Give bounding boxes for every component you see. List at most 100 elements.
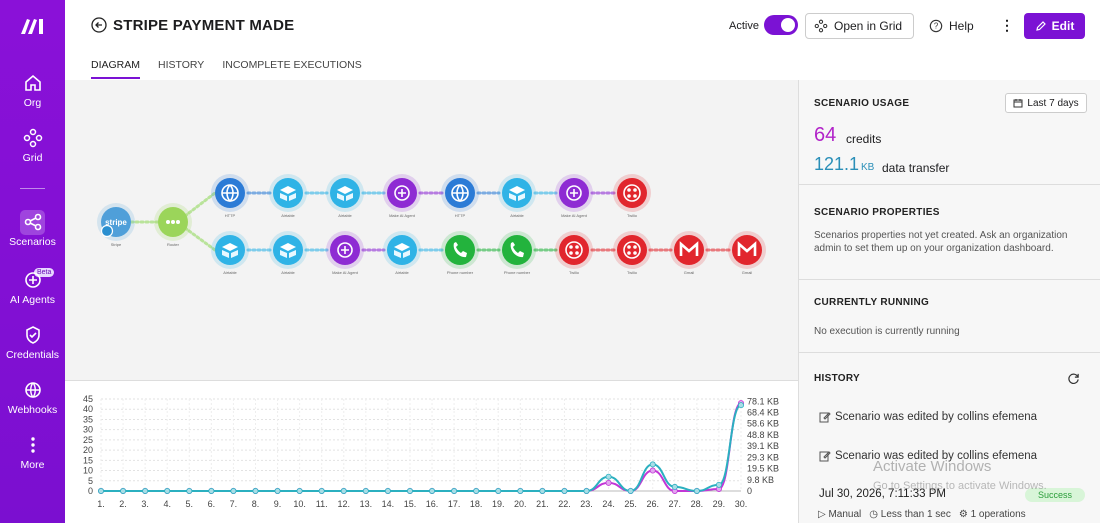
rail-item-credentials[interactable]: Credentials	[0, 325, 65, 361]
open-in-grid-button[interactable]: Open in Grid	[805, 13, 914, 39]
header: STRIPE PAYMENT MADE Active Open in Grid …	[65, 0, 1100, 80]
rail-item-grid[interactable]: Grid	[0, 128, 65, 164]
active-toggle[interactable]	[764, 15, 798, 35]
transfer-value: 121.1	[814, 154, 860, 174]
y2-tick-label: 39.1 KB	[747, 441, 779, 451]
rail-active-indicator	[20, 210, 45, 235]
rail-item-ai-agents[interactable]: AI Agents	[0, 270, 65, 306]
open-in-grid-label: Open in Grid	[834, 19, 903, 33]
rail-item-more[interactable]: More	[0, 435, 65, 471]
module-node[interactable]: Airtable	[269, 174, 307, 218]
data-point	[164, 488, 171, 495]
x-tick-label: 26.	[646, 499, 659, 509]
stripe-logo-icon: stripe	[105, 218, 127, 227]
scenario-usage-section: SCENARIO USAGE Last 7 days 64 credits 12…	[799, 80, 1100, 185]
properties-text: Scenarios properties not yet created. As…	[814, 230, 1068, 254]
history-item[interactable]: Scenario was edited by collins efemena	[819, 411, 1037, 423]
module-node[interactable]: HTTP	[441, 174, 479, 218]
page-title: STRIPE PAYMENT MADE	[113, 17, 295, 34]
tab-incomplete-executions[interactable]: INCOMPLETE EXECUTIONS	[222, 59, 362, 71]
x-tick-label: 1.	[97, 499, 105, 509]
module-node[interactable]: Airtable	[326, 174, 364, 218]
scenario-canvas[interactable]: stripe Stripe Router HTTP Airtable Airtable Ma…	[65, 80, 798, 380]
data-point	[406, 488, 413, 495]
scenario-properties-section: SCENARIO PROPERTIES Scenarios properties…	[799, 185, 1100, 280]
router-dot	[171, 220, 175, 224]
data-point	[318, 488, 325, 495]
refresh-icon[interactable]	[1067, 372, 1080, 385]
data-point	[605, 479, 612, 486]
data-point	[583, 488, 590, 495]
module-node[interactable]: Gmail	[728, 231, 766, 275]
x-tick-label: 24.	[602, 499, 615, 509]
module-node[interactable]: Airtable	[211, 231, 249, 275]
help-button[interactable]: ? Help	[929, 19, 974, 33]
rail-label-scenarios: Scenarios	[9, 236, 56, 248]
node-label: Make AI Agent	[561, 213, 588, 218]
toggle-knob	[781, 18, 795, 32]
edit-icon	[819, 412, 831, 423]
rail-item-scenarios[interactable]: Scenarios	[0, 212, 65, 248]
module-node[interactable]: Phone number	[441, 231, 479, 275]
svg-text:?: ?	[934, 22, 939, 31]
module-node[interactable]: HTTP	[211, 174, 249, 218]
data-point	[98, 488, 105, 495]
active-label: Active	[729, 20, 759, 32]
duration: ◷ Less than 1 sec	[869, 509, 951, 520]
history-timestamp: Jul 30, 2026, 7:11:33 PM	[819, 488, 947, 500]
node-circle	[617, 178, 647, 208]
data-point	[120, 488, 127, 495]
x-tick-label: 25.	[624, 499, 637, 509]
tab-history[interactable]: HISTORY	[158, 59, 205, 71]
module-node[interactable]: Phone number	[498, 231, 536, 275]
x-tick-label: 2.	[119, 499, 127, 509]
rail-label-ai-agents: AI Agents	[10, 294, 55, 306]
node-label: Phone number	[447, 270, 474, 275]
y-tick-label: 30	[83, 425, 93, 435]
data-point	[605, 473, 612, 480]
module-node[interactable]: Make AI Agent	[383, 174, 421, 218]
date-range-label: Last 7 days	[1027, 97, 1079, 109]
edit-button[interactable]: Edit	[1024, 13, 1085, 39]
more-options-icon[interactable]: ⋮	[1000, 17, 1014, 33]
data-point	[252, 488, 259, 495]
help-label: Help	[949, 19, 974, 33]
data-point	[340, 488, 347, 495]
y-tick-label: 45	[83, 394, 93, 404]
make-logo-icon[interactable]	[19, 16, 47, 36]
grid-icon	[814, 19, 828, 33]
y-tick-label: 10	[83, 466, 93, 476]
module-node[interactable]: Airtable	[383, 231, 421, 275]
module-node[interactable]: Airtable	[498, 174, 536, 218]
x-tick-label: 17.	[448, 499, 461, 509]
module-node[interactable]: Make AI Agent	[555, 174, 593, 218]
y2-tick-label: 78.1 KB	[747, 396, 779, 406]
x-tick-label: 6.	[208, 499, 216, 509]
transfer-label: data transfer	[882, 161, 950, 175]
module-node[interactable]: Twilio	[613, 231, 651, 275]
rail-item-org[interactable]: Org	[0, 73, 65, 109]
x-tick-label: 14.	[382, 499, 395, 509]
node-label: Airtable	[281, 270, 295, 275]
module-node[interactable]: Make AI Agent	[326, 231, 364, 275]
tab-diagram[interactable]: DIAGRAM	[91, 59, 141, 79]
left-rail: Org Grid Scenarios Beta AI Agents Creden…	[0, 0, 65, 523]
module-node[interactable]: Twilio	[613, 174, 651, 218]
module-node[interactable]: Airtable	[269, 231, 307, 275]
rail-item-webhooks[interactable]: Webhooks	[0, 380, 65, 416]
router-node[interactable]: Router	[154, 203, 192, 247]
y-tick-label: 0	[88, 486, 93, 496]
y2-tick-label: 48.8 KB	[747, 430, 779, 440]
back-arrow-icon[interactable]	[91, 17, 107, 33]
date-range-button[interactable]: Last 7 days	[1005, 93, 1087, 113]
module-node[interactable]: Twilio	[555, 231, 593, 275]
history-item[interactable]: Scenario was edited by collins efemena	[819, 450, 1037, 462]
execution-meta: ▷ Manual ◷ Less than 1 sec ⚙ 1 operation…	[818, 509, 1026, 520]
history-title: HISTORY	[814, 373, 860, 384]
y2-tick-label: 58.6 KB	[747, 419, 779, 429]
node-label: Airtable	[395, 270, 409, 275]
rail-label-more: More	[20, 459, 45, 471]
module-node[interactable]: Gmail	[670, 231, 708, 275]
stripe-trigger-node[interactable]: stripe Stripe	[97, 203, 135, 247]
